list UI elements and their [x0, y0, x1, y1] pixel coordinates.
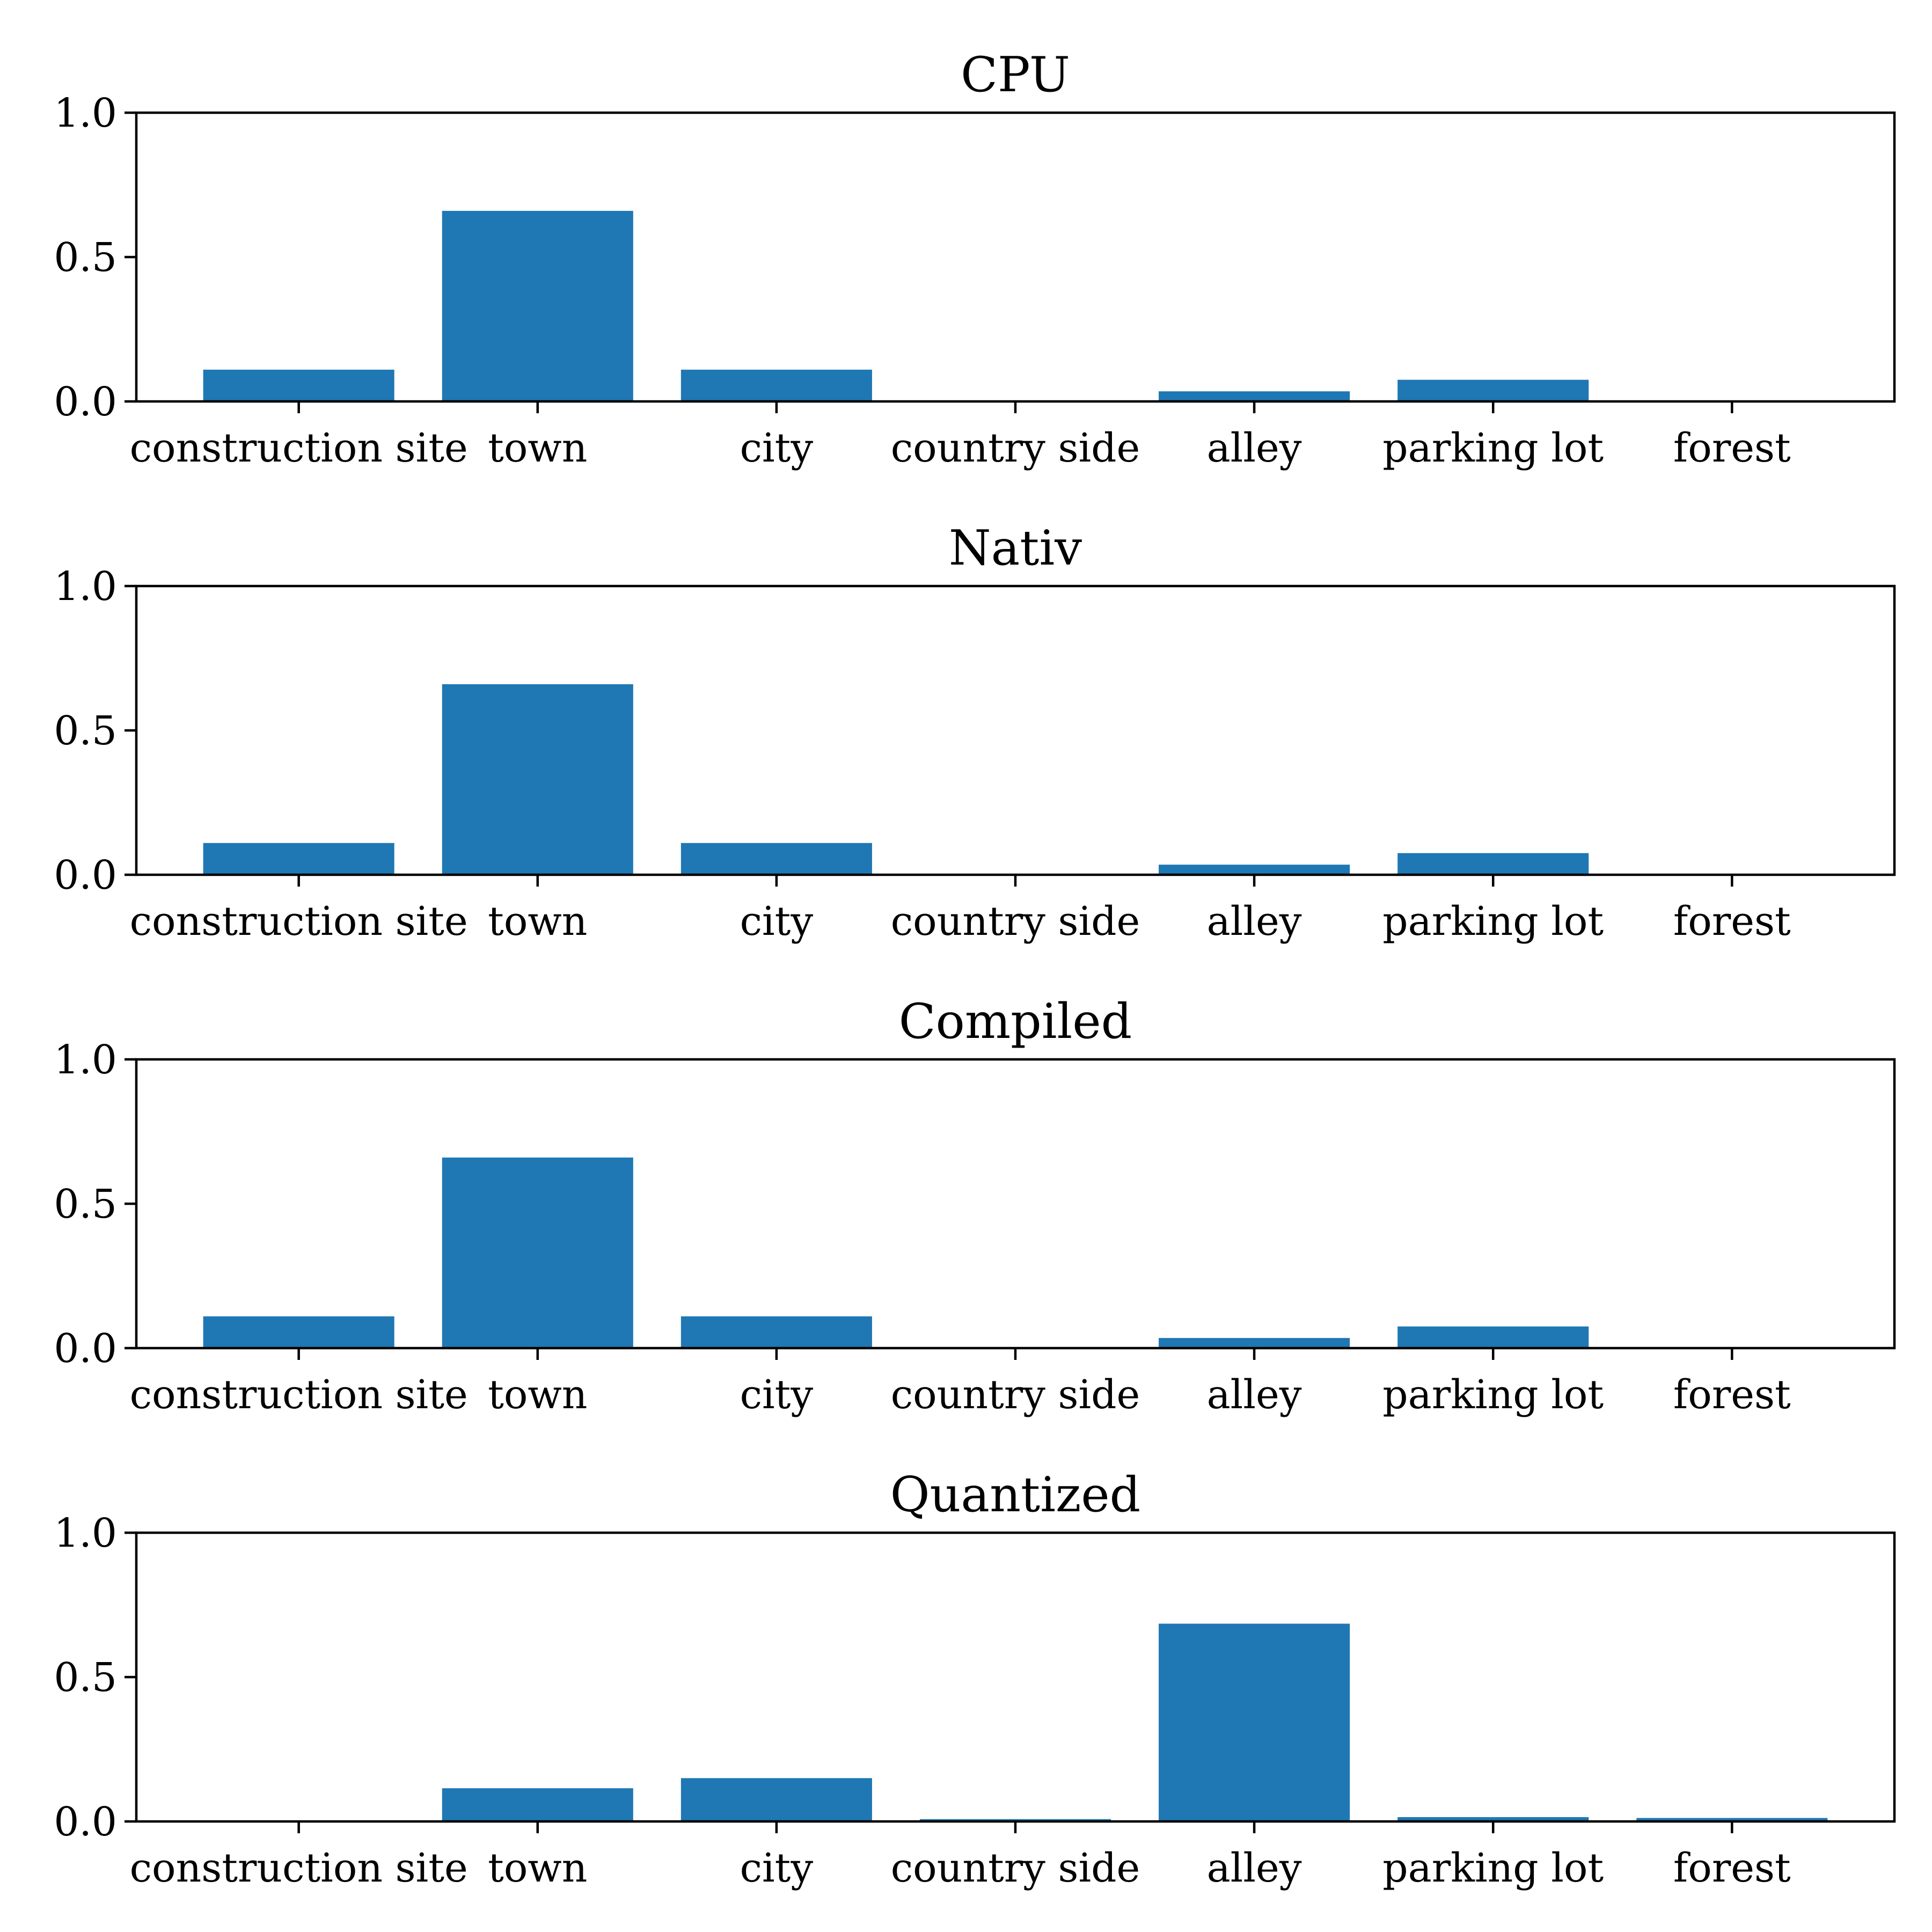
x-tick-label: alley	[1207, 1845, 1302, 1891]
y-tick-label: 0.5	[54, 235, 117, 281]
bar-2	[680, 1316, 872, 1348]
x-tick-label: country side	[891, 1372, 1140, 1418]
x-tick-label: city	[740, 425, 814, 471]
y-tick-label: 0.0	[54, 379, 117, 425]
y-tick-label: 0.0	[54, 1799, 117, 1845]
y-tick-label: 0.0	[54, 852, 117, 898]
y-tick-label: 0.0	[54, 1326, 117, 1372]
x-tick-label: parking lot	[1382, 425, 1604, 471]
panel-0: CPU 0.0 0.5 1.0 construction site town city cou…	[54, 47, 1896, 471]
y-tick-label: 1.0	[54, 1037, 117, 1083]
x-tick-label: city	[740, 1845, 814, 1891]
bar-5	[1397, 1817, 1589, 1821]
bar-6	[1636, 1818, 1828, 1821]
x-tick-label: parking lot	[1382, 1845, 1604, 1891]
x-tick-label: alley	[1207, 898, 1302, 945]
panel-3: Quantized 0.0 0.5 1.0 construction site town c…	[54, 1467, 1896, 1891]
y-tick-label: 1.0	[54, 90, 117, 136]
y-tick-label: 0.5	[54, 708, 117, 754]
y-tick-label: 1.0	[54, 564, 117, 610]
bar-5	[1397, 853, 1589, 875]
x-tick-label: forest	[1673, 425, 1791, 471]
panel-1: Nativ 0.0 0.5 1.0 construction site town city c…	[54, 520, 1896, 945]
bar-2	[680, 369, 872, 401]
bar-1	[442, 210, 633, 401]
chart-title: Compiled	[899, 993, 1132, 1050]
x-tick-label: country side	[891, 425, 1140, 471]
axes-frame	[135, 1058, 1896, 1350]
bar-2	[680, 1778, 872, 1821]
x-tick-label: forest	[1673, 1372, 1791, 1418]
bar-4	[1159, 391, 1350, 401]
bar-1	[442, 1788, 633, 1821]
chart-title: CPU	[961, 47, 1070, 103]
x-tick-label: construction site	[130, 425, 468, 471]
y-tick-label: 1.0	[54, 1510, 117, 1556]
bar-1	[442, 684, 633, 875]
x-tick-label: construction site	[130, 898, 468, 945]
x-tick-label: parking lot	[1382, 1372, 1604, 1418]
bar-2	[680, 843, 872, 875]
bar-4	[1159, 1623, 1350, 1821]
x-tick-label: city	[740, 898, 814, 945]
bar-0	[203, 843, 394, 875]
x-tick-label: country side	[891, 898, 1140, 945]
bar-5	[1397, 379, 1589, 401]
axes-frame	[135, 584, 1896, 876]
bar-1	[442, 1157, 633, 1348]
panel-2: Compiled 0.0 0.5 1.0 construction site town ci…	[54, 993, 1896, 1418]
x-tick-label: construction site	[130, 1372, 468, 1418]
bar-4	[1159, 1338, 1350, 1348]
x-tick-label: city	[740, 1372, 814, 1418]
y-tick-label: 0.5	[54, 1181, 117, 1227]
x-tick-label: town	[488, 898, 587, 945]
axes-frame	[135, 111, 1896, 403]
x-tick-label: parking lot	[1382, 898, 1604, 945]
x-tick-label: town	[488, 1372, 587, 1418]
x-tick-label: alley	[1207, 425, 1302, 471]
chart-title: Quantized	[890, 1467, 1141, 1523]
bar-0	[203, 1316, 394, 1348]
chart-title: Nativ	[949, 520, 1082, 576]
y-tick-label: 0.5	[54, 1655, 117, 1701]
bar-0	[203, 369, 394, 401]
bar-4	[1159, 865, 1350, 875]
axes-frame	[135, 1531, 1896, 1823]
bar-5	[1397, 1326, 1589, 1348]
x-tick-label: alley	[1207, 1372, 1302, 1418]
x-tick-label: town	[488, 425, 587, 471]
x-tick-label: construction site	[130, 1845, 468, 1891]
x-tick-label: forest	[1673, 898, 1791, 945]
x-tick-label: forest	[1673, 1845, 1791, 1891]
x-tick-label: country side	[891, 1845, 1140, 1891]
x-tick-label: town	[488, 1845, 587, 1891]
